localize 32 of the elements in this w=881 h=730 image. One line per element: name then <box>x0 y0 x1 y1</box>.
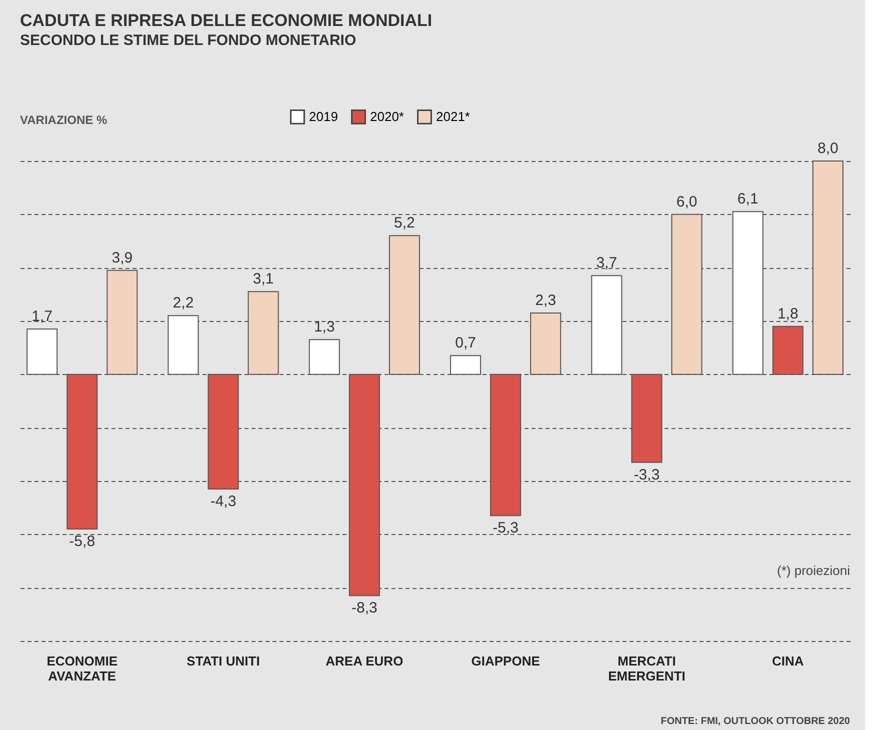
data-label: 1,7 <box>32 308 52 325</box>
y-axis-title: VARIAZIONE % <box>20 113 108 127</box>
data-label: 2,3 <box>535 292 556 309</box>
source-note: FONTE: FMI, OUTLOOK OTTOBRE 2020 <box>660 716 850 727</box>
data-label: 6,0 <box>676 193 698 210</box>
legend-label: 2020* <box>370 108 404 124</box>
data-label: 3,1 <box>252 270 274 288</box>
x-tick-label: AREA EURO <box>326 654 404 668</box>
data-label: 6,1 <box>737 190 758 208</box>
chart-subtitle: SECONDO LE STIME DEL FONDO MONETARIO <box>20 32 356 49</box>
data-label: -5,8 <box>69 533 96 550</box>
data-label: 1,3 <box>314 318 335 336</box>
data-label: 5,2 <box>394 214 415 232</box>
x-tick-label: ECONOMIE AVANZATE <box>46 654 118 684</box>
data-label: 8,0 <box>818 140 838 157</box>
data-label: 0,7 <box>455 334 476 352</box>
x-tick-label: GIAPPONE <box>471 654 540 668</box>
data-label: -8,3 <box>351 600 378 617</box>
x-tick-label: MERCATI EMERGENTI <box>608 654 686 684</box>
x-tick-label: STATI UNITI <box>186 654 260 668</box>
x-tick-label: CINA <box>772 654 804 668</box>
data-label: 3,7 <box>596 254 618 272</box>
data-label: -4,3 <box>210 493 236 510</box>
annotation: (*) proiezioni <box>777 563 850 578</box>
chart-title: CADUTA E RIPRESA DELLE ECONOMIE MONDIALI <box>20 11 432 30</box>
data-label: 2,2 <box>172 294 194 312</box>
data-label: -3,3 <box>634 466 660 484</box>
data-label: 3,9 <box>112 249 133 266</box>
data-label: -5,3 <box>492 520 519 537</box>
legend-label: 2021* <box>436 108 470 124</box>
data-label: 1,8 <box>777 305 798 322</box>
legend-label: 2019 <box>309 108 338 124</box>
